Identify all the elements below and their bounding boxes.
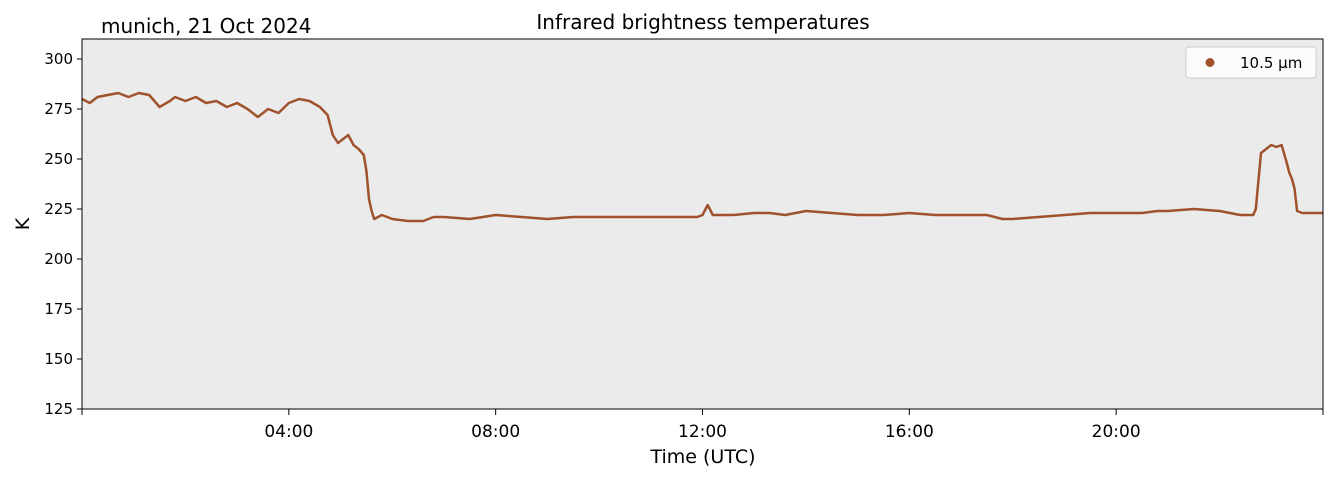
chart-title: Infrared brightness temperatures bbox=[536, 10, 869, 34]
y-tick-label: 175 bbox=[44, 300, 73, 318]
y-tick-label: 225 bbox=[44, 200, 73, 218]
legend-marker-icon bbox=[1205, 58, 1215, 67]
location-date-label: munich, 21 Oct 2024 bbox=[101, 14, 311, 38]
y-tick-label: 300 bbox=[44, 50, 73, 68]
legend: 10.5 µm bbox=[1185, 46, 1317, 79]
plot-area bbox=[82, 39, 1323, 409]
x-axis-label: Time (UTC) bbox=[649, 446, 755, 468]
x-tick-label: 04:00 bbox=[264, 422, 313, 442]
y-axis-label: K bbox=[12, 217, 34, 230]
legend-box bbox=[1185, 46, 1317, 79]
legend-label: 10.5 µm bbox=[1240, 54, 1302, 72]
y-tick-label: 275 bbox=[44, 100, 73, 118]
y-tick-label: 250 bbox=[44, 150, 73, 168]
series-layer bbox=[81, 91, 1323, 223]
series-line bbox=[81, 91, 1323, 223]
y-axis: 125 150 175 200 225 250 275 300 bbox=[44, 50, 82, 418]
y-tick-label: 125 bbox=[44, 400, 73, 418]
x-tick-label: 08:00 bbox=[471, 422, 520, 442]
x-tick-label: 16:00 bbox=[885, 422, 934, 442]
x-tick-label: 20:00 bbox=[1092, 422, 1141, 442]
x-axis: 04:00 08:00 12:00 16:00 20:00 bbox=[81, 409, 1324, 442]
y-tick-label: 200 bbox=[44, 250, 73, 268]
y-tick-label: 150 bbox=[44, 350, 73, 368]
x-tick-label: 12:00 bbox=[678, 422, 727, 442]
